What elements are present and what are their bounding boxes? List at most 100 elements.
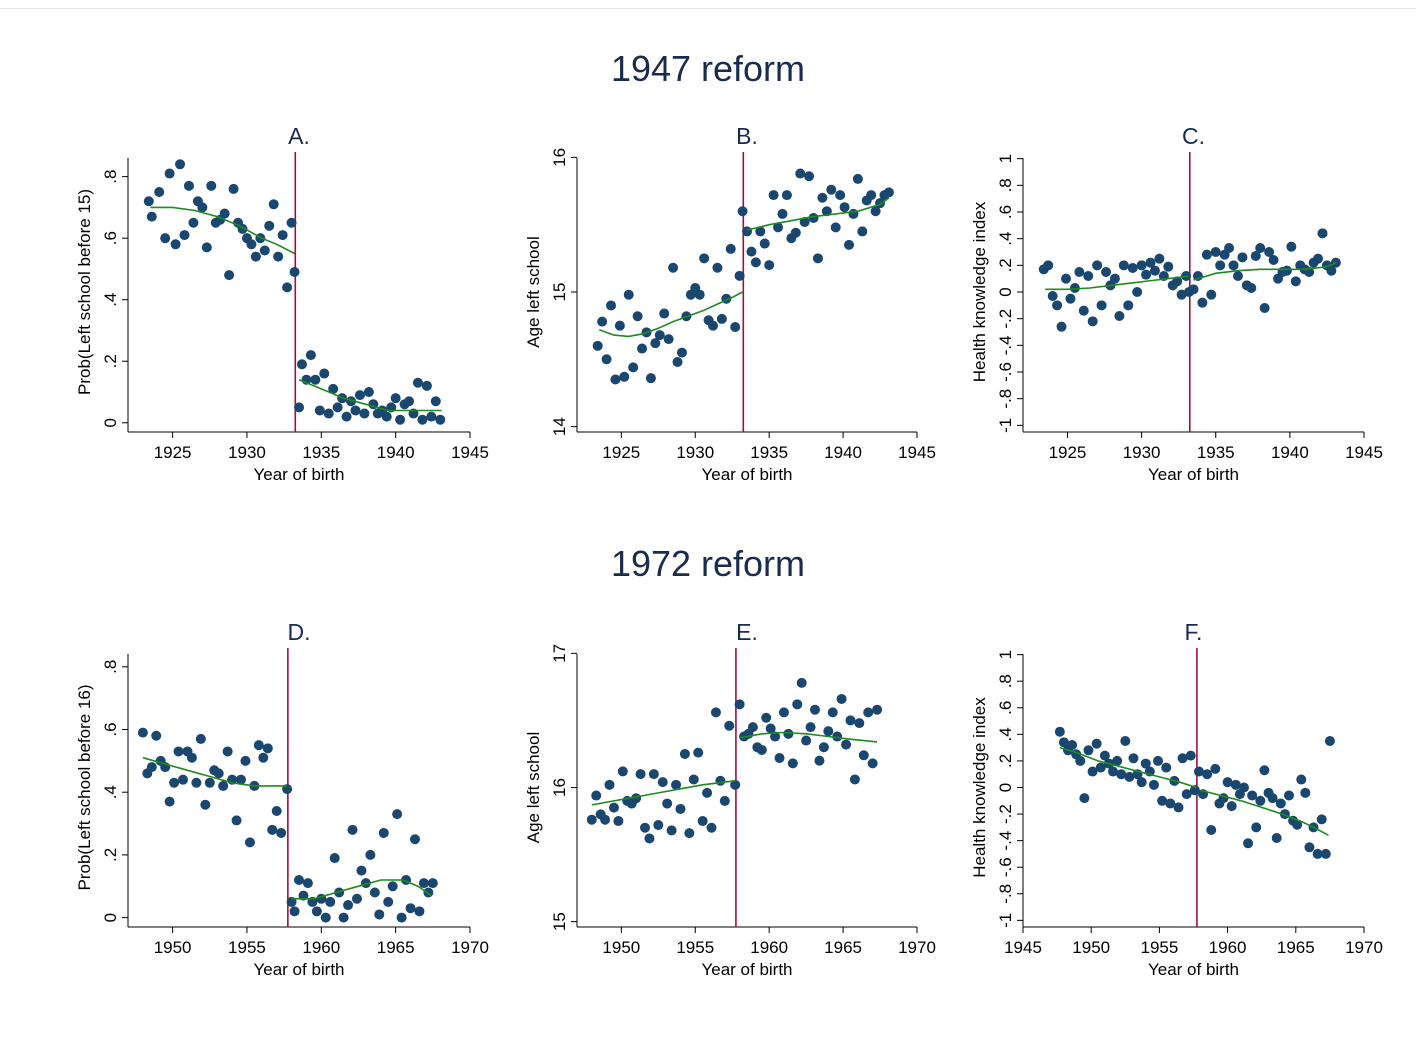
data-point-a — [296, 359, 307, 370]
x-tick-label-b: 1935 — [750, 443, 788, 462]
data-point-b — [699, 253, 710, 264]
data-point-b — [694, 289, 705, 300]
data-point-b — [790, 227, 801, 238]
x-tick-label-e: 1965 — [824, 938, 862, 957]
y-tick-label-b: 16 — [550, 148, 569, 167]
data-point-d — [204, 777, 215, 788]
data-point-b — [777, 208, 788, 219]
data-point-a — [310, 374, 321, 385]
data-point-d — [294, 874, 304, 885]
data-point-b — [742, 226, 752, 237]
y-tick-label-a: .6 — [101, 231, 120, 245]
data-point-b — [737, 206, 748, 217]
y-tick-label-f: 1 — [996, 650, 1015, 659]
x-axis-title-e: Year of birth — [701, 960, 792, 979]
data-point-e — [823, 726, 834, 737]
data-point-e — [774, 752, 785, 763]
x-tick-label-a: 1940 — [377, 443, 415, 462]
data-point-b — [654, 330, 665, 341]
x-tick-label-e: 1950 — [602, 938, 640, 957]
data-point-e — [608, 802, 619, 813]
x-tick-label-a: 1945 — [451, 443, 489, 462]
data-point-f — [1124, 771, 1135, 782]
x-tick-label-e: 1970 — [898, 938, 936, 957]
data-point-b — [750, 257, 761, 268]
fit-left-line-c — [1045, 275, 1190, 291]
data-point-b — [817, 192, 828, 203]
data-point-b — [730, 322, 741, 332]
data-point-d — [334, 887, 345, 898]
data-point-a — [341, 411, 352, 422]
x-tick-label-b: 1940 — [824, 443, 862, 462]
y-tick-label-d: .6 — [101, 722, 120, 736]
data-point-e — [666, 825, 677, 836]
data-point-f — [1283, 790, 1294, 801]
data-point-a — [319, 368, 330, 379]
panel-title-f: F. — [1185, 619, 1203, 645]
x-tick-label-b: 1925 — [602, 443, 640, 462]
data-point-a — [381, 411, 392, 422]
data-point-f — [1304, 842, 1315, 853]
y-tick-label-f: -.4 — [996, 831, 1015, 851]
y-axis-title-a: Prob(Left school before 15) — [75, 189, 94, 395]
fit-right-line-f — [1200, 789, 1329, 837]
data-point-a — [188, 217, 199, 228]
data-point-f — [1320, 848, 1331, 859]
data-point-f — [1165, 798, 1176, 809]
data-point-f — [1296, 774, 1307, 785]
data-point-f — [1173, 802, 1184, 813]
data-point-a — [426, 411, 437, 422]
data-point-d — [383, 896, 394, 907]
data-point-d — [191, 777, 202, 788]
data-point-a — [277, 230, 288, 241]
data-point-a — [264, 220, 275, 231]
data-point-d — [356, 865, 367, 876]
data-point-a — [390, 393, 401, 404]
data-point-d — [423, 887, 434, 898]
data-point-e — [697, 816, 708, 827]
data-point-b — [870, 206, 881, 217]
data-point-c — [1330, 257, 1341, 268]
y-tick-label-e: 16 — [550, 778, 569, 797]
data-point-d — [222, 746, 233, 757]
data-point-e — [765, 723, 776, 734]
panel-title-e: E. — [736, 619, 758, 645]
data-point-f — [1058, 737, 1069, 748]
x-tick-label-c: 1935 — [1197, 443, 1235, 462]
y-tick-label-f: .8 — [996, 674, 1015, 688]
data-point-f — [1157, 795, 1168, 806]
data-point-f — [1120, 736, 1131, 746]
y-tick-label-f: .4 — [996, 727, 1015, 741]
data-point-a — [246, 239, 257, 250]
data-point-b — [614, 320, 625, 331]
data-point-f — [1108, 766, 1119, 777]
data-point-c — [1141, 269, 1152, 280]
data-point-d — [195, 733, 206, 744]
data-point-f — [1181, 789, 1192, 800]
data-point-d — [320, 912, 331, 923]
data-point-d — [276, 827, 287, 838]
y-tick-label-c: -.8 — [996, 389, 1015, 409]
data-point-d — [186, 752, 197, 763]
y-tick-label-d: 0 — [101, 913, 120, 922]
data-point-d — [329, 853, 340, 864]
data-point-c — [1145, 257, 1156, 268]
y-tick-label-f: -.6 — [996, 857, 1015, 877]
data-point-f — [1271, 832, 1282, 843]
data-point-d — [178, 774, 189, 785]
data-point-c — [1118, 260, 1129, 271]
data-point-c — [1264, 247, 1275, 257]
x-tick-label-e: 1955 — [676, 938, 714, 957]
data-point-a — [175, 159, 186, 170]
data-point-e — [827, 707, 838, 718]
data-point-e — [693, 747, 704, 758]
data-point-e — [586, 814, 597, 825]
data-point-f — [1275, 798, 1286, 809]
x-tick-label-d: 1960 — [302, 938, 340, 957]
data-point-f — [1177, 753, 1188, 764]
data-point-e — [684, 828, 695, 839]
panel-a: A. 1925 1930 1935 1940 1945 0 .2 .4 .6 .8 Year of b… — [75, 123, 489, 484]
data-point-a — [328, 383, 339, 394]
data-point-c — [1286, 241, 1297, 252]
y-tick-label-c: .4 — [996, 232, 1015, 246]
